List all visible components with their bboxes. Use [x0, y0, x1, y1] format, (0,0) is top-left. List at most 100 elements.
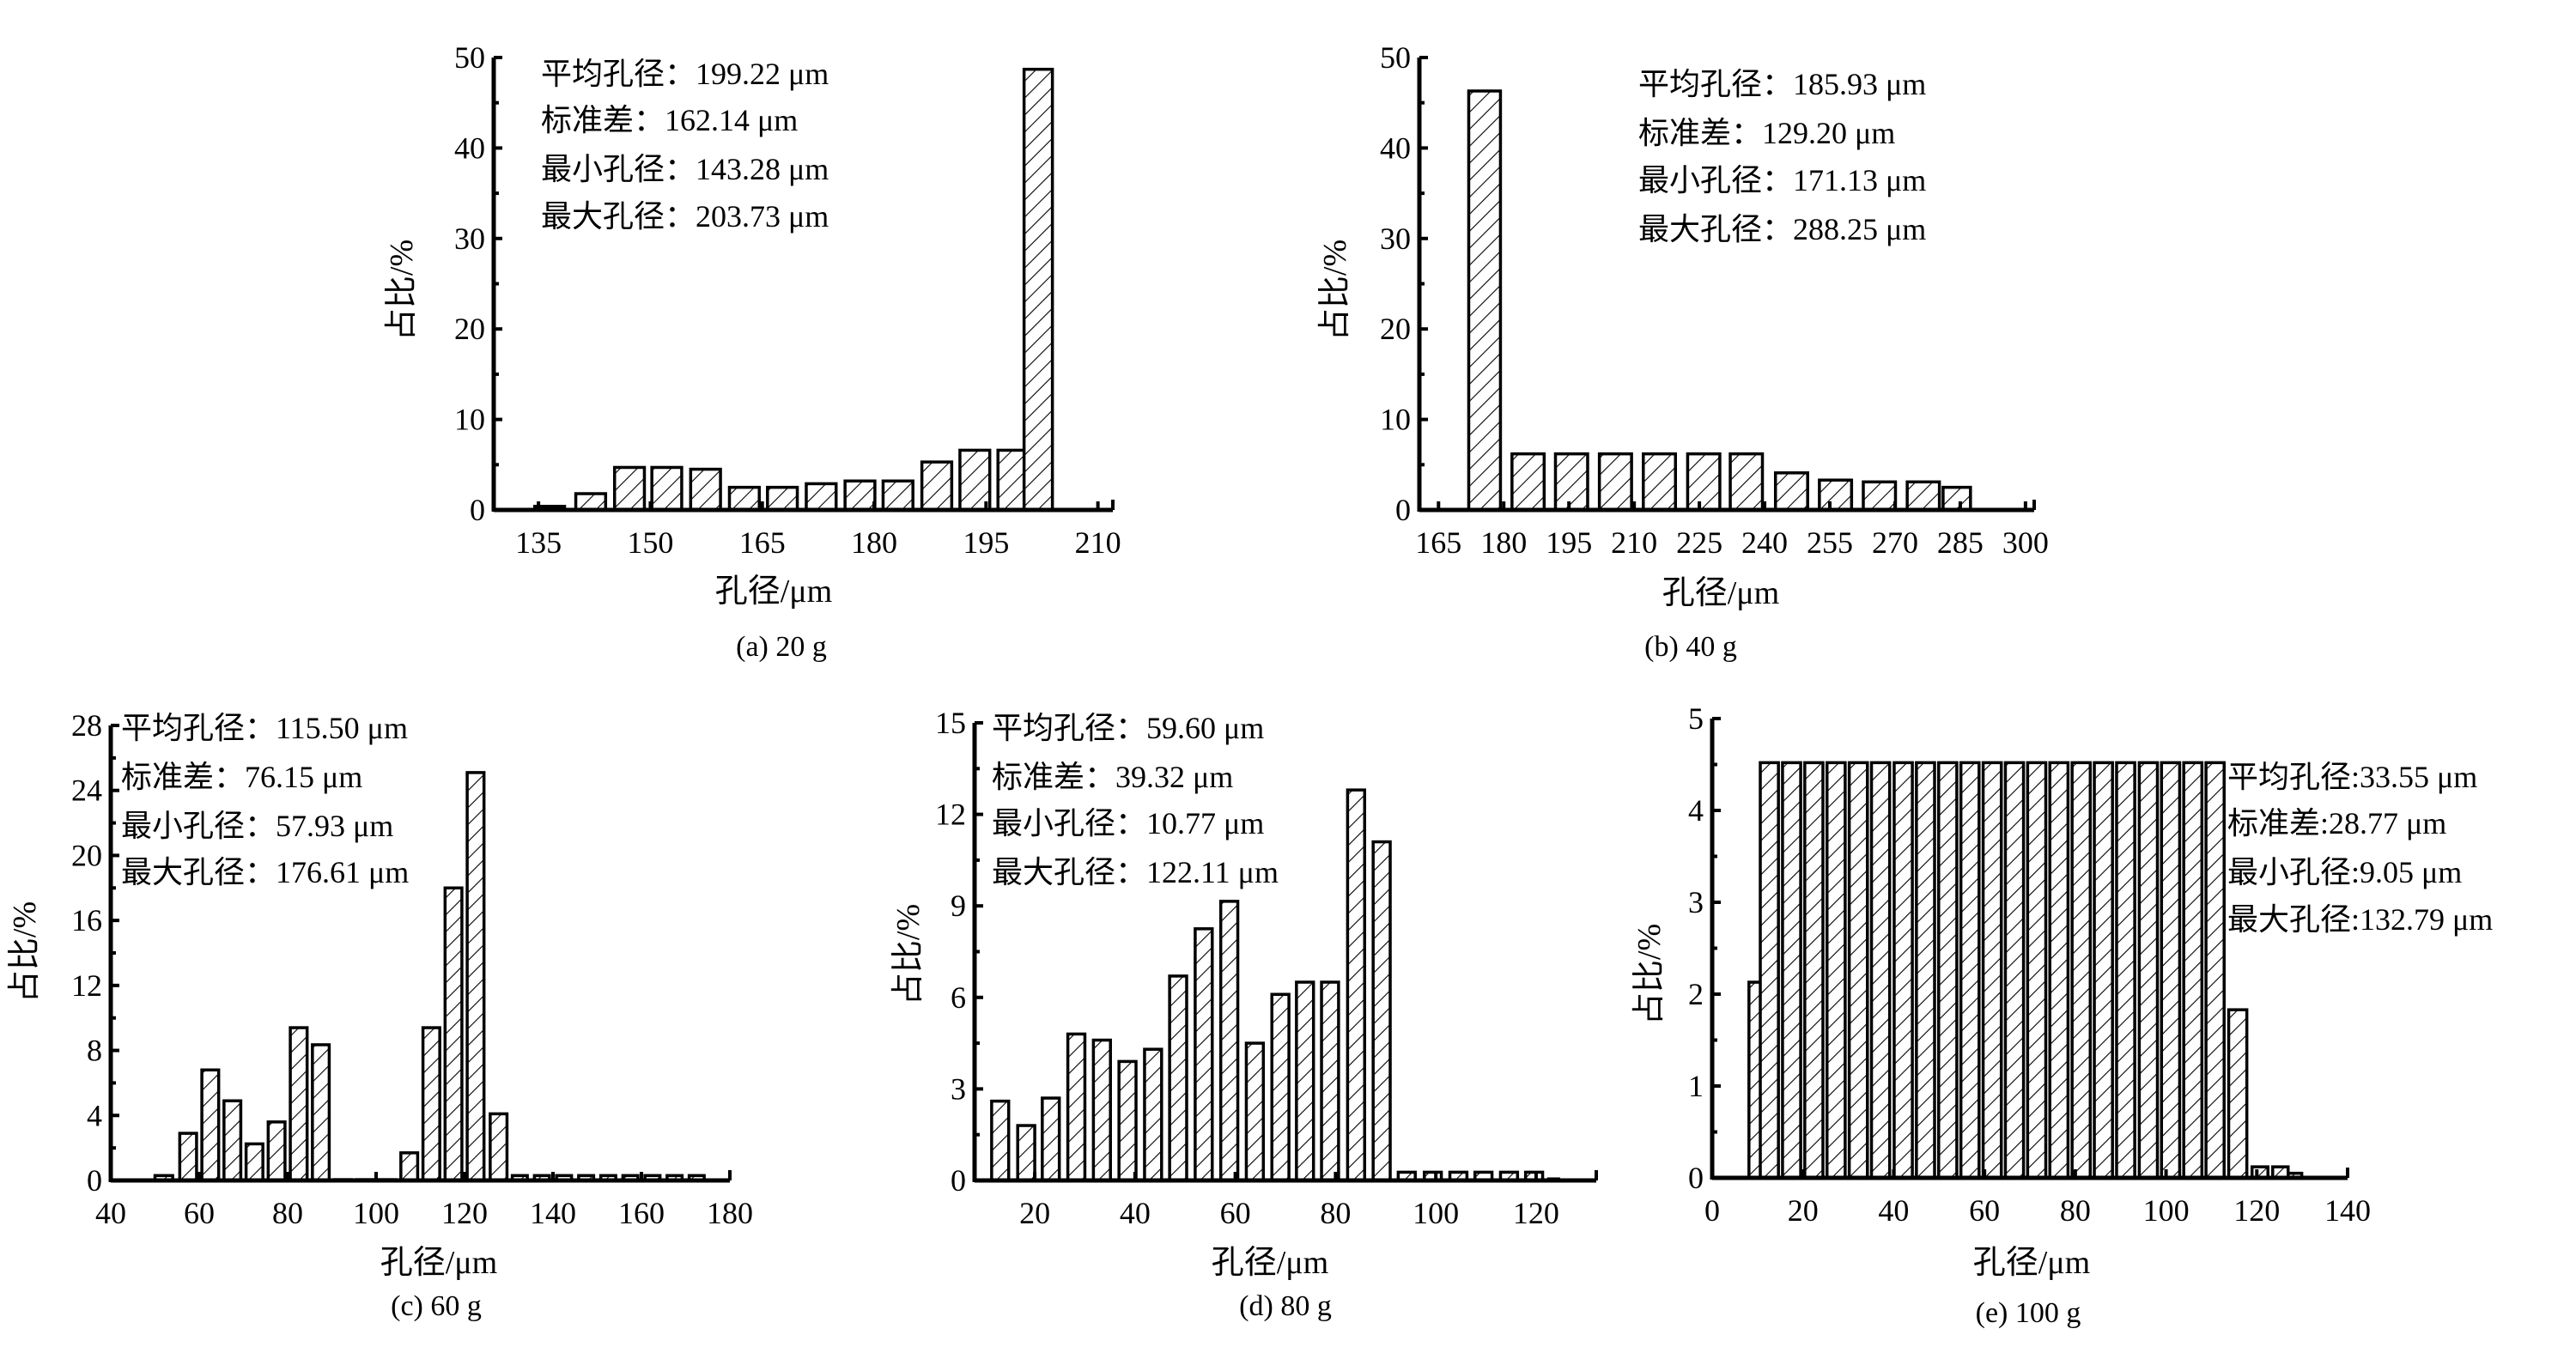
- x-tick-label: 210: [1611, 525, 1657, 560]
- bar: [1295, 980, 1315, 1182]
- stat-line: 平均孔径：115.50 μm: [121, 711, 408, 745]
- bar: [1510, 452, 1546, 512]
- x-tick-label: 195: [963, 525, 1009, 560]
- x-tick-label: 120: [1513, 1196, 1559, 1230]
- x-tick-label: 80: [272, 1196, 303, 1230]
- y-tick-label: 24: [71, 774, 102, 808]
- bar: [2182, 761, 2204, 1180]
- bar: [1686, 452, 1722, 512]
- x-tick-label: 60: [1220, 1196, 1251, 1230]
- bar: [1270, 992, 1291, 1182]
- bar: [881, 479, 914, 512]
- bar: [1728, 452, 1765, 512]
- bar: [1937, 761, 1959, 1180]
- panel-caption: (e) 100 g: [1976, 1297, 2081, 1329]
- y-tick-label: 0: [470, 493, 485, 527]
- y-tick-label: 0: [1688, 1161, 1704, 1195]
- panel-caption: (a) 20 g: [736, 631, 827, 663]
- bar: [266, 1120, 287, 1182]
- stat-line: 标准差：76.15 μm: [121, 760, 362, 794]
- y-tick-label: 50: [454, 40, 485, 75]
- stat-line: 最小孔径:9.05 μm: [2227, 855, 2462, 889]
- bar: [465, 771, 486, 1182]
- bar: [1893, 761, 1914, 1180]
- x-tick-label: 20: [1019, 1196, 1050, 1230]
- bar: [1759, 761, 1780, 1180]
- bar: [2204, 761, 2226, 1180]
- stat-line: 平均孔径：199.22 μm: [541, 57, 829, 91]
- y-axis-label: 占比/%: [7, 901, 43, 1003]
- bar: [200, 1068, 221, 1182]
- bar: [843, 479, 877, 512]
- y-tick-label: 3: [1688, 885, 1704, 919]
- stat-line: 标准差：39.32 μm: [992, 760, 1233, 794]
- bar: [1244, 1041, 1266, 1182]
- bar: [574, 492, 608, 512]
- bar: [1117, 1059, 1138, 1182]
- x-tick-label: 285: [1937, 525, 1984, 560]
- y-tick-label: 50: [1380, 40, 1411, 75]
- bar: [1168, 974, 1188, 1182]
- x-tick-label: 165: [739, 525, 786, 560]
- y-tick-label: 16: [71, 903, 102, 937]
- y-tick-label: 40: [454, 130, 485, 165]
- y-axis-label: 占比/%: [1631, 924, 1668, 1025]
- bar: [1320, 980, 1340, 1182]
- y-axis-label: 占比/%: [1317, 240, 1353, 341]
- bar: [1022, 67, 1054, 512]
- bar: [1346, 788, 1367, 1182]
- x-tick-label: 160: [618, 1196, 665, 1230]
- bar: [2093, 761, 2114, 1180]
- stat-line: 最小孔径：143.28 μm: [541, 152, 829, 186]
- bar: [2003, 761, 2026, 1180]
- y-tick-label: 4: [87, 1098, 102, 1132]
- chart-panel-b: 0 10 20 30 40 50 165 180 195 210 225 240 255 270 285 30…: [1317, 40, 2049, 663]
- bar: [1803, 761, 1825, 1180]
- bar: [990, 1099, 1011, 1182]
- bar: [1371, 840, 1392, 1182]
- x-tick-label: 80: [1320, 1196, 1351, 1230]
- panel-caption: (c) 60 g: [391, 1290, 482, 1322]
- x-tick-label: 40: [1878, 1193, 1909, 1228]
- x-tick-label: 300: [2002, 525, 2049, 560]
- stat-line: 标准差：129.20 μm: [1638, 116, 1895, 150]
- y-tick-label: 20: [454, 312, 485, 346]
- bar: [1143, 1047, 1163, 1182]
- x-tick-label: 100: [1413, 1196, 1459, 1230]
- y-tick-label: 6: [951, 980, 966, 1015]
- bar: [650, 465, 683, 512]
- y-axis-label: 占比/%: [890, 904, 927, 1005]
- bar: [1915, 761, 1936, 1180]
- y-tick-label: 40: [1380, 130, 1411, 165]
- y-tick-label: 9: [951, 889, 966, 923]
- stat-line: 最小孔径：57.93 μm: [121, 809, 393, 843]
- bar: [1905, 480, 1941, 512]
- stat-line: 最小孔径：10.77 μm: [992, 806, 1264, 840]
- y-tick-label: 0: [1395, 493, 1411, 527]
- bar: [1066, 1032, 1087, 1182]
- x-axis-label: 孔径/μm: [1973, 1245, 2091, 1281]
- x-tick-label: 0: [1704, 1193, 1720, 1228]
- x-axis-label: 孔径/μm: [1212, 1245, 1329, 1281]
- x-tick-label: 210: [1075, 525, 1121, 560]
- stat-line: 最大孔径:132.79 μm: [2227, 902, 2493, 937]
- bar: [920, 460, 954, 512]
- y-axis-label: 占比/%: [384, 240, 420, 341]
- y-tick-label: 20: [1380, 312, 1411, 346]
- panel-caption: (b) 40 g: [1644, 631, 1737, 663]
- bar: [1642, 452, 1677, 512]
- bar: [2227, 1008, 2249, 1180]
- bar: [222, 1099, 243, 1182]
- chart-panel-c: 0 4 8 12 16 20 24 28 40 60 80 100 120 140 160 180 平均孔径：1…: [7, 708, 753, 1322]
- x-tick-label: 100: [353, 1196, 399, 1230]
- bar: [2070, 761, 2093, 1180]
- x-tick-label: 140: [530, 1196, 576, 1230]
- x-tick-label: 180: [1480, 525, 1527, 560]
- x-tick-label: 120: [2233, 1193, 2280, 1228]
- x-tick-label: 135: [515, 525, 562, 560]
- bar: [1862, 480, 1898, 512]
- x-tick-label: 225: [1676, 525, 1722, 560]
- y-tick-label: 0: [951, 1163, 966, 1198]
- stat-line: 最大孔径：203.73 μm: [541, 199, 829, 234]
- x-axis-label: 孔径/μm: [715, 573, 833, 610]
